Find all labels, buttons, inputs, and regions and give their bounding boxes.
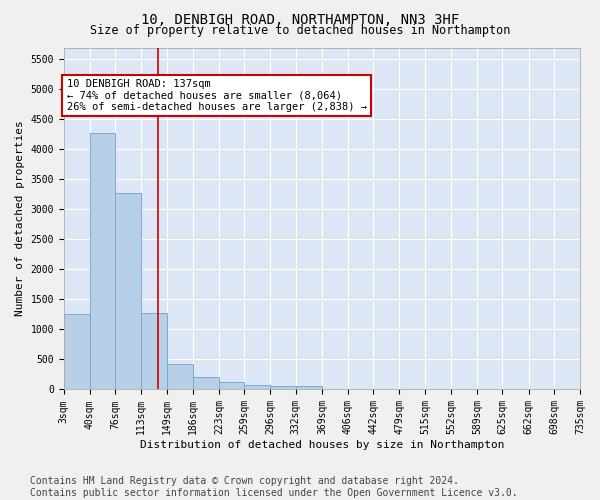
Bar: [64, 314, 90, 390]
Bar: [142, 312, 167, 390]
Y-axis label: Number of detached properties: Number of detached properties: [15, 120, 25, 316]
Bar: [271, 386, 296, 390]
X-axis label: Distribution of detached houses by size in Northampton: Distribution of detached houses by size …: [140, 440, 504, 450]
Text: Size of property relative to detached houses in Northampton: Size of property relative to detached ho…: [90, 24, 510, 37]
Bar: [167, 364, 193, 390]
Bar: [115, 192, 142, 390]
Bar: [219, 382, 244, 390]
Bar: [90, 132, 115, 390]
Text: 10, DENBIGH ROAD, NORTHAMPTON, NN3 3HF: 10, DENBIGH ROAD, NORTHAMPTON, NN3 3HF: [141, 12, 459, 26]
Text: Contains HM Land Registry data © Crown copyright and database right 2024.
Contai: Contains HM Land Registry data © Crown c…: [30, 476, 518, 498]
Text: 10 DENBIGH ROAD: 137sqm
← 74% of detached houses are smaller (8,064)
26% of semi: 10 DENBIGH ROAD: 137sqm ← 74% of detache…: [67, 78, 367, 112]
Bar: [193, 378, 219, 390]
Bar: [244, 386, 271, 390]
Bar: [296, 386, 322, 390]
